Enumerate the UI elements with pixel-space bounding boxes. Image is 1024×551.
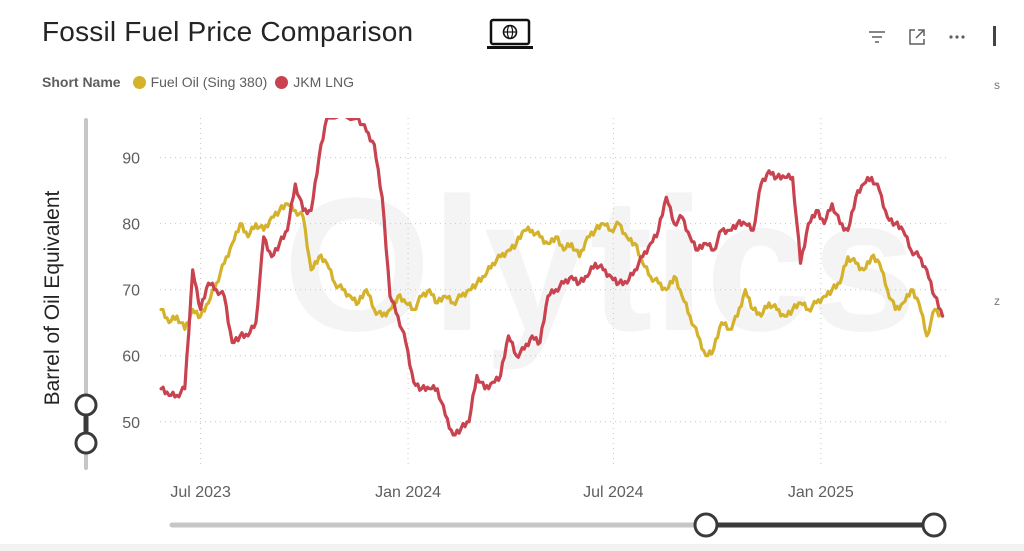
x-slider-handle-end[interactable] bbox=[921, 512, 947, 538]
y-tick-label: 50 bbox=[122, 415, 140, 432]
y-tick-label: 80 bbox=[122, 217, 140, 234]
more-options-icon[interactable] bbox=[946, 26, 968, 48]
series-layer bbox=[159, 115, 945, 437]
series-line-jkm-lng[interactable] bbox=[159, 115, 945, 437]
x-tick-label: Jan 2024 bbox=[375, 484, 441, 501]
y-tick-label: 90 bbox=[122, 151, 140, 168]
y-slider-handle-upper[interactable] bbox=[74, 393, 98, 417]
y-axis: 50 60 70 80 90 bbox=[122, 151, 140, 432]
x-tick-label: Jul 2023 bbox=[170, 484, 231, 501]
edge-text: z bbox=[994, 294, 1000, 308]
visual-header bbox=[866, 26, 968, 48]
legend-label: Fuel Oil (Sing 380) bbox=[150, 74, 268, 90]
x-axis-range-slider[interactable] bbox=[169, 512, 947, 538]
legend-title: Short Name bbox=[42, 74, 121, 90]
edge-divider bbox=[993, 26, 996, 46]
y-slider-handle-lower[interactable] bbox=[74, 431, 98, 455]
y-tick-label: 60 bbox=[122, 349, 140, 366]
chart-title: Fossil Fuel Price Comparison bbox=[42, 16, 414, 47]
y-axis-range-slider[interactable] bbox=[74, 118, 98, 470]
focus-mode-icon[interactable] bbox=[906, 26, 928, 48]
y-tick-label: 70 bbox=[122, 283, 140, 300]
legend-item-jkm-lng[interactable]: JKM LNG bbox=[275, 74, 354, 90]
edge-text: s bbox=[994, 78, 1000, 92]
x-tick-label: Jul 2024 bbox=[583, 484, 644, 501]
x-tick-label: Jan 2025 bbox=[788, 484, 854, 501]
legend-item-fuel-oil[interactable]: Fuel Oil (Sing 380) bbox=[132, 74, 268, 90]
x-axis: Jul 2023 Jan 2024 Jul 2024 Jan 2025 bbox=[170, 484, 853, 501]
legend-label: JKM LNG bbox=[293, 74, 354, 90]
legend-dot-fuel-oil bbox=[132, 75, 146, 89]
legend-dot-jkm-lng bbox=[275, 75, 289, 89]
monitor-globe-icon[interactable] bbox=[486, 16, 534, 52]
canvas-bottom-edge bbox=[0, 544, 1024, 551]
x-slider-handle-start[interactable] bbox=[693, 512, 719, 538]
filter-icon[interactable] bbox=[866, 26, 888, 48]
legend: Short Name Fuel Oil (Sing 380) JKM LNG bbox=[42, 74, 362, 90]
gridlines bbox=[160, 118, 946, 468]
